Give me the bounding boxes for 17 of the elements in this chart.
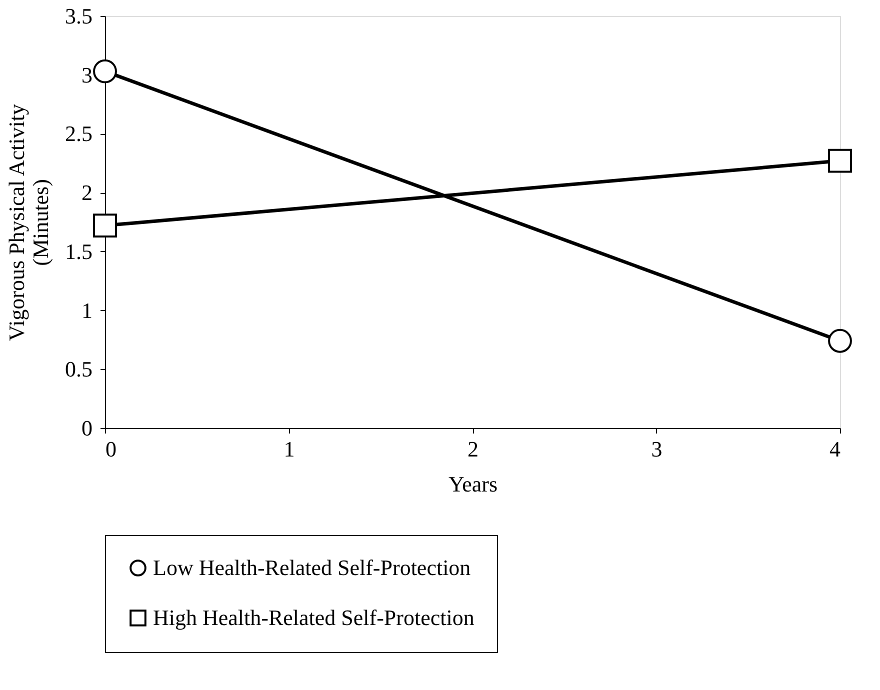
y-tick-label: 1 (82, 298, 92, 323)
y-tick-label: 0.5 (65, 356, 92, 382)
x-tick-label: 0 (106, 436, 116, 462)
y-tick-label: 0 (82, 416, 92, 440)
legend-label: High Health-Related Self-Protection (153, 605, 474, 630)
x-tick-label: 1 (284, 436, 295, 462)
x-tick-label: 4 (830, 436, 840, 462)
legend-label: Low Health-Related Self-Protection (153, 555, 471, 580)
y-tick-label: 1.5 (65, 238, 92, 264)
y-tick-label: 2.5 (65, 121, 92, 146)
x-tick-label: 2 (468, 436, 478, 462)
x-tick-label: 3 (651, 436, 662, 462)
y-axis-title: Vigorous Physical Activity (Minutes) (4, 104, 53, 342)
y-tick-label: 3.5 (65, 4, 92, 28)
x-axis-title: Years (448, 472, 498, 496)
y-tick-label: 2 (82, 180, 92, 206)
y-tick-label: 3 (82, 62, 92, 88)
